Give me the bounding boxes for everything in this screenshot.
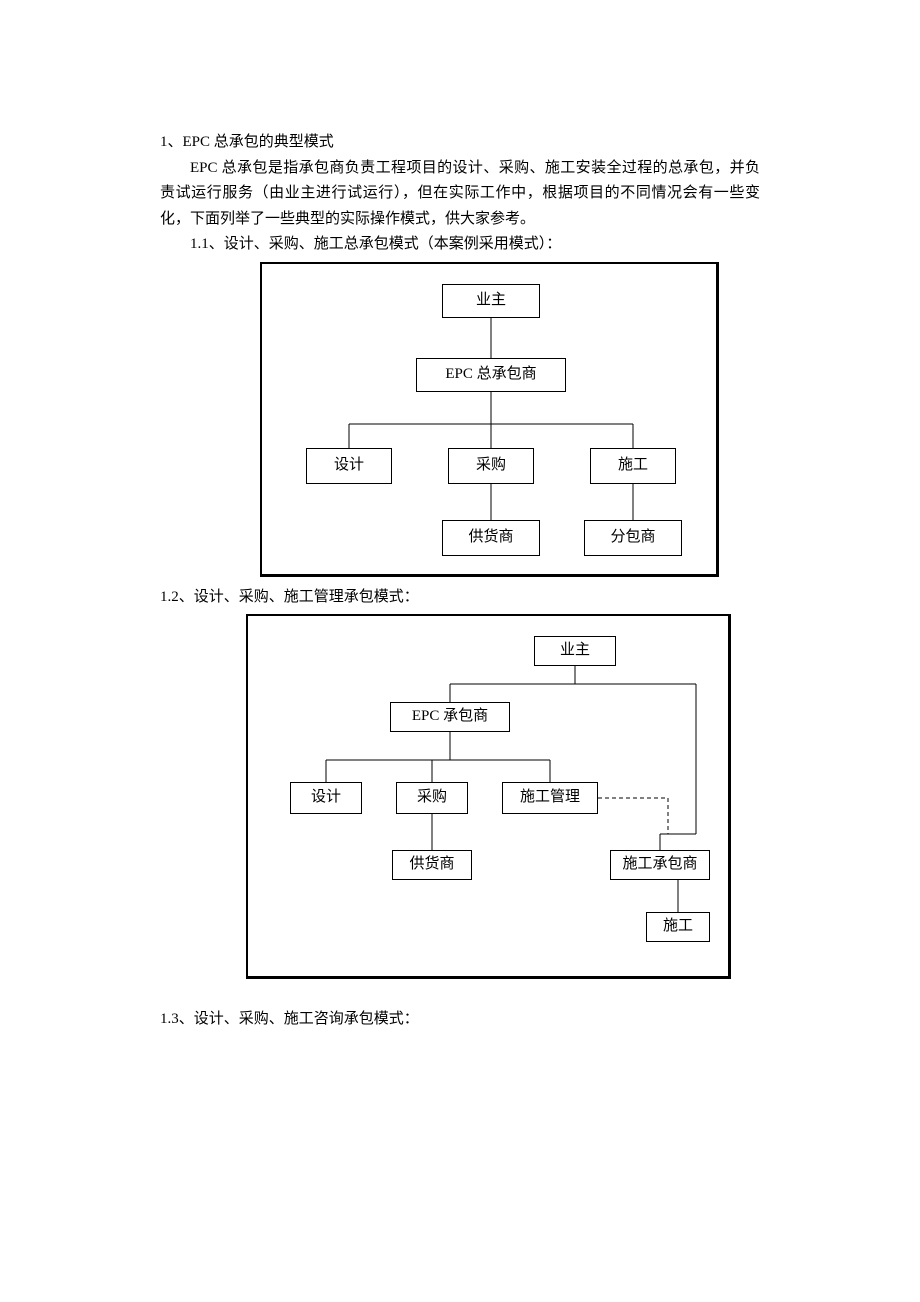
diagram-1-frame: 业主 EPC 总承包商设计 采购 施工供货商 分包商	[260, 262, 719, 577]
section-1-3-title: 1.3、设计、采购、施工咨询承包模式：	[160, 1007, 760, 1033]
node-procure: 采购	[448, 448, 534, 484]
node-design: 设计	[290, 782, 362, 814]
document-page: 1、EPC 总承包的典型模式 EPC 总承包是指承包商负责工程项目的设计、采购、…	[0, 0, 920, 1093]
node-constr: 施工	[590, 448, 676, 484]
node-mgmt: 施工管理	[502, 782, 598, 814]
node-epc: EPC 总承包商	[416, 358, 566, 392]
node-supply: 供货商	[442, 520, 540, 556]
node-owner: 业主	[534, 636, 616, 666]
diagram-2-frame: 业主 EPC 承包商设计 采购 施工管理供货商 施工承包商施工	[246, 614, 731, 979]
node-constr: 施工	[646, 912, 710, 942]
node-subcon: 分包商	[584, 520, 682, 556]
node-design: 设计	[306, 448, 392, 484]
section-1-2-title: 1.2、设计、采购、施工管理承包模式：	[160, 585, 760, 611]
heading-1: 1、EPC 总承包的典型模式	[160, 130, 760, 156]
section-1-1-title: 1.1、设计、采购、施工总承包模式（本案例采用模式）：	[160, 232, 760, 258]
node-supply: 供货商	[392, 850, 472, 880]
node-constrc: 施工承包商	[610, 850, 710, 880]
paragraph-intro: EPC 总承包是指承包商负责工程项目的设计、采购、施工安装全过程的总承包，并负责…	[160, 156, 760, 233]
node-procure: 采购	[396, 782, 468, 814]
node-owner: 业主	[442, 284, 540, 318]
node-epc: EPC 承包商	[390, 702, 510, 732]
